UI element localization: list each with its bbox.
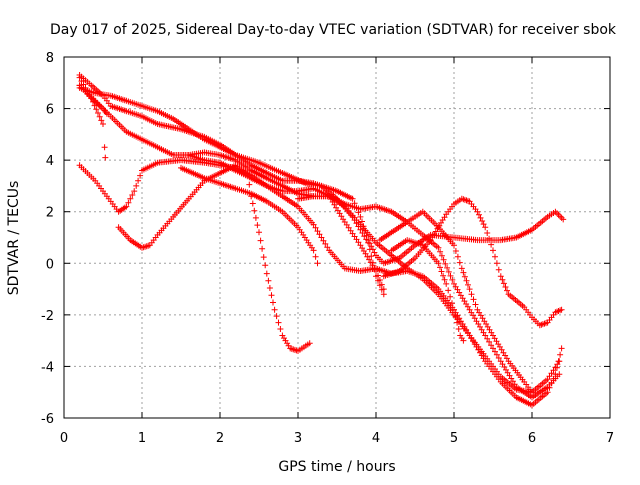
data-points-track-13 <box>388 237 467 344</box>
series-track-13 <box>388 237 467 344</box>
y-tick-label: 2 <box>46 206 54 221</box>
x-tick-label: 1 <box>138 431 146 446</box>
series-track-9 <box>185 152 387 293</box>
y-tick-label: 8 <box>46 51 54 66</box>
x-tick-label: 5 <box>450 431 458 446</box>
tick-layer: 0 1 2 3 4 5 6 7 -6 -4 -2 0 2 4 6 8 <box>41 51 614 446</box>
series-track-12 <box>380 195 565 329</box>
series-track-8 <box>178 164 321 267</box>
data-points-track-9 <box>185 152 387 293</box>
data-points-track-8 <box>178 164 321 267</box>
y-tick-label: 6 <box>46 103 54 118</box>
y-tick-label: -2 <box>41 309 54 324</box>
data-layer <box>76 72 567 409</box>
grid-layer <box>64 57 610 418</box>
y-axis-label: SDTVAR / TECUs <box>6 181 22 296</box>
x-tick-label: 0 <box>60 431 68 446</box>
series-track-5 <box>76 157 565 409</box>
data-points-track-11 <box>376 208 535 396</box>
plot-frame <box>63 56 611 419</box>
data-points-track-10 <box>295 193 563 396</box>
series-track-10 <box>295 193 563 396</box>
chart-title: Day 017 of 2025, Sidereal Day-to-day VTE… <box>50 22 617 38</box>
x-tick-label: 3 <box>294 431 302 446</box>
data-points-track-12 <box>380 195 565 329</box>
data-points-track-5 <box>76 157 565 409</box>
x-axis-label: GPS time / hours <box>278 459 395 475</box>
y-tick-label: -6 <box>41 412 54 427</box>
x-tick-label: 2 <box>216 431 224 446</box>
y-tick-label: -4 <box>41 360 54 375</box>
x-tick-label: 4 <box>372 431 380 446</box>
y-tick-label: 4 <box>46 154 54 169</box>
x-tick-label: 6 <box>528 431 536 446</box>
x-tick-label: 7 <box>606 431 614 446</box>
series-track-11 <box>376 208 535 396</box>
y-tick-label: 0 <box>46 257 54 272</box>
